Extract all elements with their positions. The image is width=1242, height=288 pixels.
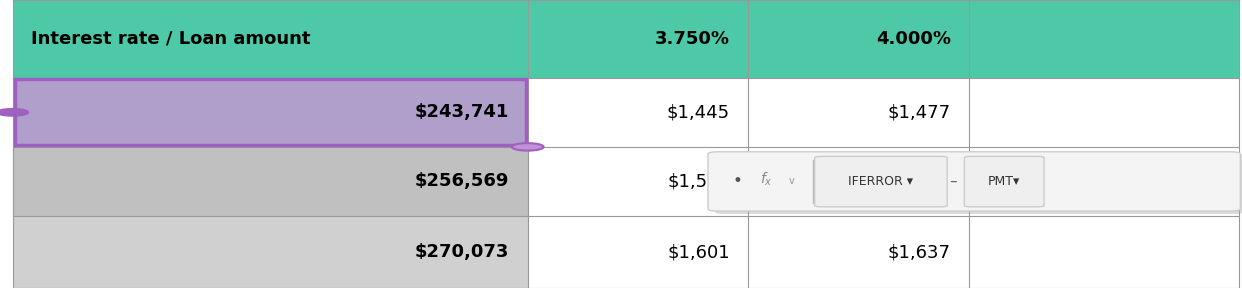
FancyBboxPatch shape: [969, 0, 1240, 78]
Text: $270,073: $270,073: [415, 243, 509, 261]
Text: IFERROR ▾: IFERROR ▾: [848, 175, 913, 188]
FancyBboxPatch shape: [749, 78, 969, 147]
Text: PMT▾: PMT▾: [989, 175, 1021, 188]
FancyBboxPatch shape: [12, 216, 528, 288]
Circle shape: [0, 109, 29, 116]
FancyBboxPatch shape: [969, 147, 1240, 216]
FancyBboxPatch shape: [969, 216, 1240, 288]
FancyBboxPatch shape: [708, 152, 1241, 211]
Text: –: –: [949, 174, 958, 189]
Text: $256,569: $256,569: [415, 173, 509, 190]
FancyBboxPatch shape: [12, 78, 528, 147]
Text: $1,601: $1,601: [667, 243, 730, 261]
FancyBboxPatch shape: [528, 78, 749, 147]
Text: $1,445: $1,445: [667, 103, 730, 121]
FancyBboxPatch shape: [528, 216, 749, 288]
Text: 3.750%: 3.750%: [655, 30, 730, 48]
Text: $f_x$: $f_x$: [760, 170, 774, 188]
FancyBboxPatch shape: [12, 0, 528, 78]
FancyBboxPatch shape: [749, 147, 969, 216]
FancyBboxPatch shape: [749, 0, 969, 78]
Text: 4.000%: 4.000%: [876, 30, 951, 48]
Text: •: •: [733, 173, 743, 190]
FancyBboxPatch shape: [715, 154, 1242, 214]
Text: $243,741: $243,741: [415, 103, 509, 121]
FancyBboxPatch shape: [964, 156, 1045, 207]
Text: $1,521: $1,521: [667, 173, 730, 190]
Text: Interest rate / Loan amount: Interest rate / Loan amount: [31, 30, 310, 48]
FancyBboxPatch shape: [528, 0, 749, 78]
Circle shape: [512, 143, 544, 151]
Text: $1,477: $1,477: [888, 103, 951, 121]
FancyBboxPatch shape: [528, 147, 749, 216]
FancyBboxPatch shape: [969, 78, 1240, 147]
FancyBboxPatch shape: [749, 216, 969, 288]
Text: $1,637: $1,637: [888, 243, 951, 261]
FancyBboxPatch shape: [12, 147, 528, 216]
Text: v: v: [789, 177, 795, 186]
FancyBboxPatch shape: [815, 156, 948, 207]
